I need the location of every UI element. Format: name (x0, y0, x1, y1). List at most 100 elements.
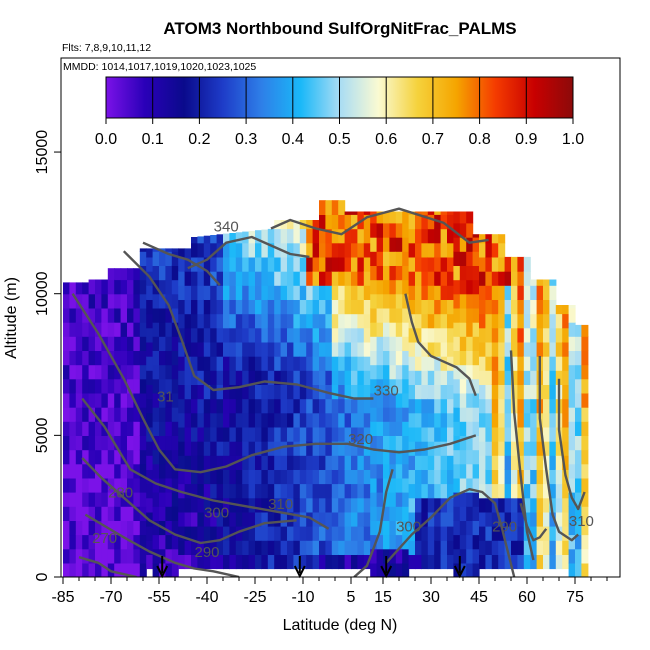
heatmap-cell (165, 548, 173, 564)
heatmap-cell (504, 356, 512, 371)
heatmap-cell (203, 285, 211, 300)
heatmap-cell (306, 455, 314, 470)
heatmap-cell (485, 554, 493, 570)
heatmap-cell (114, 293, 122, 309)
heatmap-cell (139, 251, 147, 266)
heatmap-cell (133, 506, 141, 521)
heatmap-cell (491, 242, 499, 258)
heatmap-cell (408, 271, 416, 286)
heatmap-cell (69, 350, 77, 366)
heatmap-cell (120, 477, 128, 493)
heatmap-cell (498, 469, 506, 485)
heatmap-cell (319, 271, 326, 286)
heatmap-cell (440, 455, 448, 470)
heatmap-cell (267, 398, 275, 414)
heatmap-cell (88, 336, 96, 351)
heatmap-cell (287, 370, 294, 385)
heatmap-cell (338, 384, 346, 400)
heatmap-cell (229, 441, 237, 456)
heatmap-cell (299, 426, 307, 442)
heatmap-cell (331, 412, 339, 428)
heatmap-cell (101, 520, 109, 536)
heatmap-cell (389, 211, 397, 224)
heatmap-cell (235, 412, 243, 428)
heatmap-cell (210, 285, 218, 300)
heatmap-cell (568, 435, 576, 451)
heatmap-cell (555, 313, 563, 329)
heatmap-cell (299, 412, 307, 428)
heatmap-cell (274, 526, 282, 541)
heatmap-cell (402, 265, 410, 281)
heatmap-cell (562, 483, 570, 499)
heatmap-cell (536, 511, 544, 527)
heatmap-cell (511, 540, 518, 555)
heatmap-cell (581, 449, 589, 465)
heatmap-cell (408, 469, 416, 485)
heatmap-cell (120, 520, 128, 536)
heatmap-cell (235, 483, 243, 499)
heatmap-cell (459, 477, 467, 493)
heatmap-cell (299, 228, 307, 244)
heatmap-cell (146, 285, 154, 300)
heatmap-cell (331, 214, 339, 230)
heatmap-cell (82, 421, 90, 436)
heatmap-cell (511, 327, 518, 343)
heatmap-cell (517, 540, 525, 555)
heatmap-cell (210, 441, 218, 456)
heatmap-cell (178, 540, 186, 555)
heatmap-cell (101, 506, 109, 521)
heatmap-cell (203, 441, 211, 456)
heatmap-cell (491, 299, 499, 315)
heatmap-cell (184, 412, 192, 428)
heatmap-cell (165, 506, 173, 521)
heatmap-cell (229, 370, 237, 385)
heatmap-cell (312, 271, 320, 286)
heatmap-cell (210, 526, 218, 541)
heatmap-cell (312, 256, 320, 272)
heatmap-cell (178, 426, 186, 442)
heatmap-cell (504, 455, 512, 470)
heatmap-cell (101, 463, 109, 479)
heatmap-cell (63, 534, 70, 550)
heatmap-cell (459, 265, 467, 281)
heatmap-cell (485, 540, 493, 555)
heatmap-cell (165, 364, 173, 380)
heatmap-cell (376, 251, 384, 266)
heatmap-cell (293, 469, 301, 485)
heatmap-cell (581, 562, 589, 577)
heatmap-cell (312, 327, 320, 343)
heatmap-cell (549, 526, 557, 541)
heatmap-cell (447, 526, 454, 541)
heatmap-cell (543, 341, 550, 357)
heatmap-cell (120, 336, 128, 351)
heatmap-cell (223, 412, 230, 428)
heatmap-cell (223, 526, 230, 541)
heatmap-cell (536, 455, 544, 470)
heatmap-cell (280, 356, 288, 371)
heatmap-cell (568, 562, 576, 577)
heatmap-cell (408, 370, 416, 385)
heatmap-cell (427, 483, 435, 499)
heatmap-cell (319, 426, 326, 442)
heatmap-cell (479, 554, 486, 570)
heatmap-cell (75, 378, 83, 394)
heatmap-cell (498, 384, 506, 400)
heatmap-cell (197, 526, 205, 541)
heatmap-cell (447, 441, 454, 456)
heatmap-cell (280, 554, 288, 570)
heatmap-cell (479, 242, 486, 258)
heatmap-cell (293, 228, 301, 244)
heatmap-cell (434, 412, 442, 428)
heatmap-cell (299, 497, 307, 513)
heatmap-cell (485, 299, 493, 315)
heatmap-cell (440, 341, 448, 357)
heatmap-cell (395, 534, 403, 550)
heatmap-cell (95, 307, 102, 323)
heatmap-cell (242, 356, 250, 371)
heatmap-cell (261, 441, 269, 456)
heatmap-cell (575, 534, 582, 550)
heatmap-cell (434, 497, 442, 513)
heatmap-cell (415, 426, 422, 442)
contour-line (385, 488, 516, 577)
heatmap-cell (357, 271, 365, 286)
